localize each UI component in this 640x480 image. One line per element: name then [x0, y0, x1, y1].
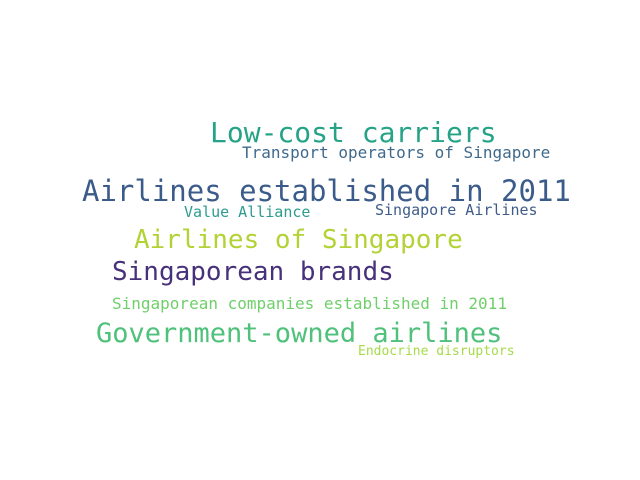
word-airlines-of-singapore: Airlines of Singapore [134, 225, 463, 255]
word-singaporean-companies: Singaporean companies established in 201… [112, 294, 507, 313]
word-endocrine-disruptors: Endocrine disruptors [358, 344, 515, 359]
word-low-cost-carriers: Low-cost carriers [210, 116, 497, 149]
word-transport-operators: Transport operators of Singapore [242, 143, 551, 162]
word-value-alliance: Value Alliance [184, 203, 311, 221]
word-singaporean-brands: Singaporean brands [112, 257, 394, 287]
word-government-owned-airlines: Government-owned airlines [96, 318, 503, 349]
word-airlines-established-2011: Airlines established in 2011 [82, 174, 571, 208]
word-singapore-airlines: Singapore Airlines [375, 201, 538, 219]
